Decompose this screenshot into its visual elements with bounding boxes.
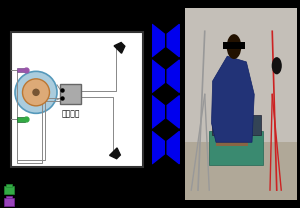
Polygon shape xyxy=(167,131,179,164)
Bar xyxy=(223,42,245,48)
Polygon shape xyxy=(114,42,125,53)
Bar xyxy=(216,133,248,146)
Bar xyxy=(11,32,142,167)
Bar xyxy=(16,68,25,72)
Bar xyxy=(7,184,12,187)
Bar xyxy=(4,198,14,206)
Bar xyxy=(184,142,297,200)
Circle shape xyxy=(15,71,57,113)
Polygon shape xyxy=(152,60,164,92)
Circle shape xyxy=(22,79,50,106)
Bar xyxy=(209,131,263,165)
Bar xyxy=(214,119,245,133)
Text: ミキサー: ミキサー xyxy=(61,110,80,119)
Bar xyxy=(184,8,297,146)
Circle shape xyxy=(227,34,241,59)
Polygon shape xyxy=(167,24,179,57)
Bar xyxy=(4,186,14,194)
Circle shape xyxy=(272,57,282,74)
Polygon shape xyxy=(110,148,120,159)
Polygon shape xyxy=(167,96,179,128)
Polygon shape xyxy=(167,60,179,92)
Circle shape xyxy=(32,89,40,96)
Polygon shape xyxy=(152,24,164,57)
Bar xyxy=(16,117,25,122)
Bar xyxy=(7,196,12,198)
Bar xyxy=(60,84,81,104)
Polygon shape xyxy=(152,131,164,164)
Bar xyxy=(212,115,261,135)
Polygon shape xyxy=(152,96,164,128)
Polygon shape xyxy=(212,56,254,142)
